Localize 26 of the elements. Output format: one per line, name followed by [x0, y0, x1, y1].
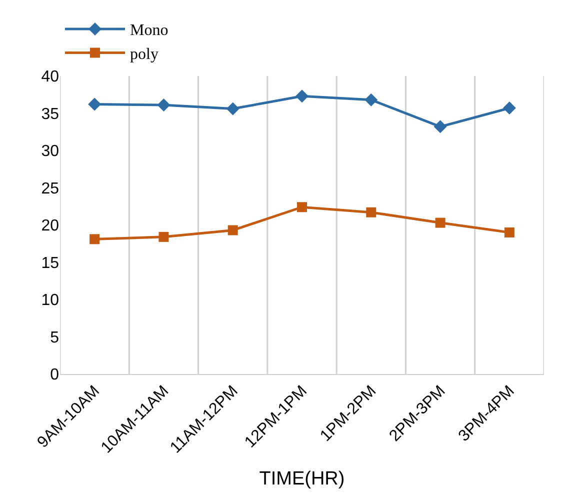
point — [157, 98, 170, 112]
point — [435, 218, 446, 228]
y-tick-label: 30 — [41, 143, 60, 160]
x-axis-title: TIME(HR) — [259, 468, 345, 490]
point — [297, 202, 307, 212]
point — [158, 232, 169, 242]
y-tick-label: 35 — [41, 106, 60, 123]
y-tick-label: 15 — [41, 254, 60, 272]
point — [226, 102, 240, 116]
y-tick-label: 40 — [41, 68, 60, 86]
point — [364, 93, 378, 106]
point — [88, 98, 102, 111]
point — [90, 234, 100, 244]
y-tick-label: 10 — [41, 292, 60, 310]
y-tick-label: 25 — [41, 180, 60, 198]
point — [502, 102, 516, 115]
legend-label: poly — [130, 46, 158, 63]
legend-label: Mono — [130, 22, 168, 40]
point — [228, 225, 238, 236]
point — [296, 90, 308, 103]
point — [434, 120, 447, 134]
y-tick-label: 0 — [50, 366, 60, 384]
point — [504, 227, 514, 238]
y-tick-label: 5 — [50, 329, 60, 346]
y-tick-label: 20 — [41, 218, 60, 235]
point — [366, 207, 376, 218]
